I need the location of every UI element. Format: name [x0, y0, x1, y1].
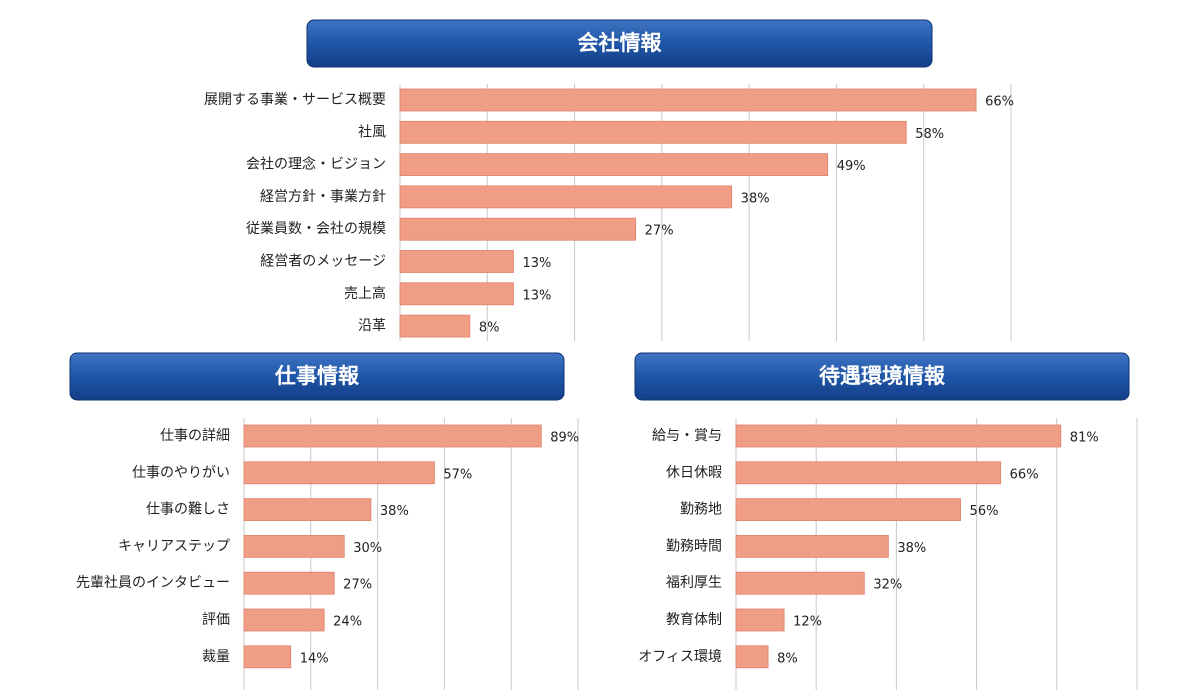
category-label: 展開する事業・サービス概要: [204, 92, 386, 108]
value-label: 38%: [741, 191, 770, 206]
category-label: 先輩社員のインタビュー: [76, 575, 230, 591]
category-label: 売上高: [344, 285, 386, 302]
value-label: 13%: [522, 288, 551, 303]
value-label: 24%: [333, 615, 362, 630]
category-label: 経営者のメッセージ: [260, 254, 386, 270]
bar: [399, 282, 514, 306]
category-label: 従業員数・会社の規模: [246, 221, 386, 237]
category-label: 勤務時間: [666, 538, 722, 554]
value-label: 81%: [1070, 431, 1099, 446]
bar: [735, 571, 865, 595]
bar: [735, 424, 1062, 448]
value-label: 58%: [915, 127, 944, 142]
bar: [243, 535, 345, 558]
category-label: 福利厚生: [666, 575, 722, 591]
value-label: 38%: [380, 504, 409, 519]
title-banner: [306, 19, 933, 68]
title-banner: [69, 352, 565, 401]
value-label: 13%: [522, 256, 551, 271]
category-label: キャリアステップ: [118, 538, 230, 554]
value-label: 89%: [550, 431, 579, 446]
category-label: 社風: [358, 124, 386, 140]
category-label: 評価: [202, 612, 230, 628]
bar: [735, 608, 785, 632]
chart-title: 仕事情報: [274, 364, 360, 388]
bar: [399, 314, 471, 338]
value-label: 30%: [353, 541, 382, 556]
value-label: 14%: [300, 651, 329, 666]
category-label: 仕事のやりがい: [132, 465, 230, 481]
value-label: 66%: [1010, 467, 1039, 482]
value-label: 32%: [873, 578, 902, 593]
value-label: 57%: [443, 467, 472, 482]
bar: [735, 461, 1002, 485]
title-banner: [634, 352, 1130, 401]
bar: [735, 645, 769, 669]
category-label: 経営方針・事業方針: [260, 189, 386, 205]
category-label: 仕事の詳細: [160, 428, 230, 444]
bar: [243, 461, 435, 485]
chart-title: 会社情報: [578, 31, 663, 55]
category-label: 給与・賞与: [652, 428, 722, 444]
category-label: 裁量: [202, 649, 230, 665]
category-label: 教育体制: [666, 612, 722, 628]
bar: [243, 571, 335, 595]
bar: [735, 498, 961, 522]
value-label: 38%: [897, 541, 926, 556]
value-label: 12%: [793, 615, 822, 630]
category-label: 勤務地: [680, 502, 722, 518]
bar: [399, 120, 907, 144]
bar: [399, 153, 829, 177]
bar: [243, 498, 372, 522]
value-label: 56%: [970, 504, 999, 519]
bar: [735, 535, 889, 558]
bar: [399, 88, 977, 112]
category-label: オフィス環境: [638, 649, 722, 665]
bar: [399, 250, 514, 273]
category-label: 仕事の難しさ: [146, 502, 230, 518]
chart-title: 待遇環境情報: [819, 364, 946, 388]
bar: [399, 217, 637, 241]
bar: [399, 185, 733, 209]
value-label: 8%: [479, 321, 500, 336]
category-label: 沿革: [358, 318, 386, 334]
category-label: 休日休暇: [666, 465, 722, 481]
bar: [243, 608, 325, 632]
value-label: 8%: [777, 651, 798, 666]
value-label: 49%: [837, 159, 866, 174]
bar: [243, 645, 292, 669]
value-label: 27%: [645, 224, 674, 239]
category-label: 会社の理念・ビジョン: [246, 156, 386, 173]
value-label: 27%: [343, 578, 372, 593]
bar: [243, 424, 542, 448]
value-label: 66%: [985, 95, 1014, 110]
